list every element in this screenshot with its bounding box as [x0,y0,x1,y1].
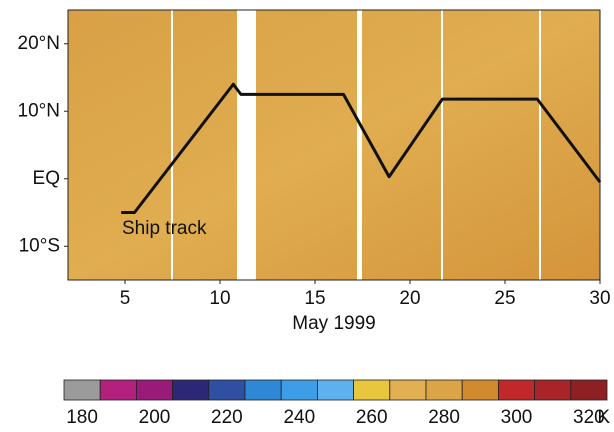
colorbar-bin [208,379,246,401]
colorbar-tick-label: 300 [501,407,533,427]
x-tick-label: 10 [209,288,230,309]
colorbar-bin [389,379,427,401]
gap [539,10,541,280]
x-tick-label: 30 [589,288,610,309]
gap [357,10,362,280]
x-axis-label: May 1999 [292,313,375,334]
field-background [68,10,600,280]
colorbar-tick-label: 200 [139,407,171,427]
colorbar-bin [244,379,282,401]
colorbar-bin [172,379,210,401]
colorbar-bin [461,379,499,401]
colorbar-bin [497,379,535,401]
colorbar-tick-label: 240 [283,407,315,427]
x-tick-label: 15 [304,288,325,309]
ship-track-line [121,82,602,214]
x-tick-label: 20 [399,288,420,309]
colorbar-tick-label: 320 [573,407,605,427]
colorbar-bin [353,379,391,401]
gap [441,10,443,280]
colorbar-bin [534,379,572,401]
x-tick-label: 25 [494,288,515,309]
colorbar-bin [570,379,608,401]
colorbar-tick-label: 280 [428,407,460,427]
data-gaps [171,10,541,280]
colorbar-bin [425,379,463,401]
colorbar-tick-label: 220 [211,407,243,427]
gap [237,10,256,280]
colorbar-tick-label: 260 [356,407,388,427]
y-tick-label: 20°N [18,33,60,54]
colorbar-bin [135,379,173,401]
colorbar-bin [280,379,318,401]
y-tick-label: 10°N [18,100,60,121]
gap [171,10,173,280]
colorbar-tick-label: 180 [66,407,98,427]
colorbar-unit: K [597,407,610,427]
plot-frame [67,9,601,281]
colorbar-bin [316,379,354,401]
y-tick-label: 10°S [19,235,60,256]
annotation: Ship track [122,218,207,239]
x-tick-label: 5 [120,288,131,309]
colorbar-bin [99,379,137,401]
colorbar-bin [63,379,101,401]
y-tick-label: EQ [33,168,60,189]
